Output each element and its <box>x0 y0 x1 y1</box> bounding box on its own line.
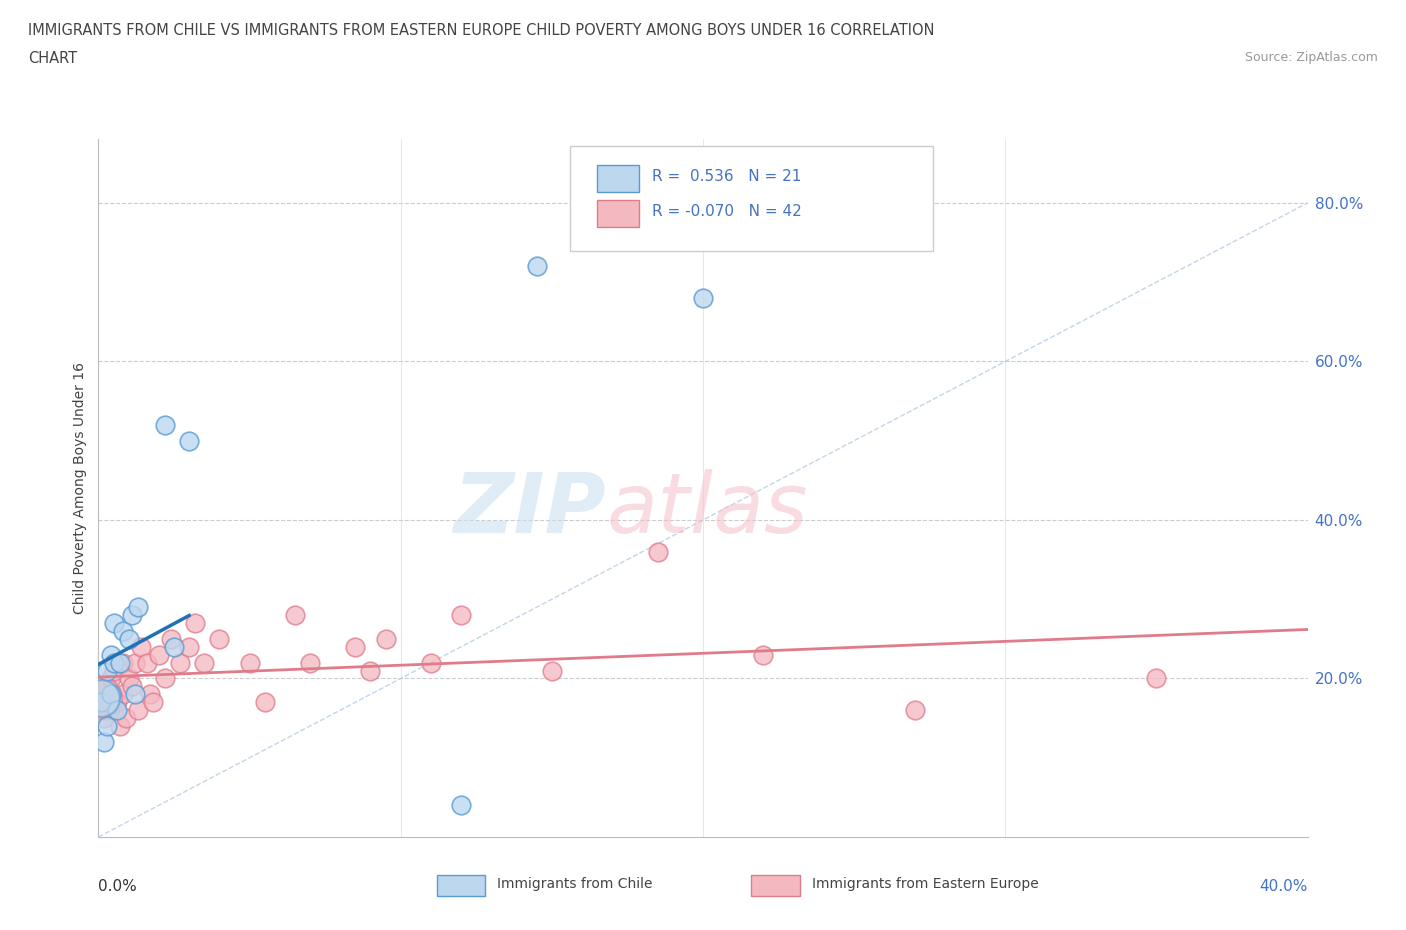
Point <box>450 607 472 622</box>
Y-axis label: Child Poverty Among Boys Under 16: Child Poverty Among Boys Under 16 <box>73 363 87 614</box>
Point <box>111 623 134 638</box>
Point <box>118 671 141 686</box>
Point <box>179 433 201 448</box>
Text: IMMIGRANTS FROM CHILE VS IMMIGRANTS FROM EASTERN EUROPE CHILD POVERTY AMONG BOYS: IMMIGRANTS FROM CHILE VS IMMIGRANTS FROM… <box>28 23 935 38</box>
Point <box>142 695 165 710</box>
Point <box>121 679 143 694</box>
Point <box>124 655 146 670</box>
Point <box>103 655 125 670</box>
Point <box>1144 671 1167 686</box>
Point <box>90 691 112 706</box>
Point <box>299 655 322 670</box>
FancyBboxPatch shape <box>596 166 638 192</box>
Point <box>160 631 183 646</box>
Text: CHART: CHART <box>28 51 77 66</box>
Point <box>139 687 162 702</box>
Point <box>108 719 131 734</box>
Point <box>103 616 125 631</box>
Text: R =  0.536   N = 21: R = 0.536 N = 21 <box>652 169 801 184</box>
Point <box>752 647 775 662</box>
Point <box>179 639 201 654</box>
Point <box>105 695 128 710</box>
Point <box>148 647 170 662</box>
Point <box>96 663 118 678</box>
Point <box>90 691 112 706</box>
Point <box>121 607 143 622</box>
Text: ZIP: ZIP <box>454 469 606 550</box>
Point <box>100 671 122 686</box>
FancyBboxPatch shape <box>437 875 485 897</box>
Point <box>239 655 262 670</box>
Point <box>114 711 136 725</box>
Point <box>96 719 118 734</box>
Text: Immigrants from Chile: Immigrants from Chile <box>498 877 652 892</box>
Point <box>360 663 382 678</box>
Point <box>904 703 927 718</box>
Point <box>184 616 207 631</box>
FancyBboxPatch shape <box>751 875 800 897</box>
FancyBboxPatch shape <box>596 200 638 227</box>
Point <box>96 703 118 718</box>
Point <box>124 687 146 702</box>
Point <box>127 600 149 615</box>
Point <box>526 259 548 273</box>
FancyBboxPatch shape <box>569 147 932 251</box>
Point <box>253 695 276 710</box>
Point <box>111 687 134 702</box>
Text: 0.0%: 0.0% <box>98 879 138 894</box>
Point <box>93 711 115 725</box>
Point <box>127 703 149 718</box>
Point <box>374 631 396 646</box>
Point <box>90 695 112 710</box>
Text: Source: ZipAtlas.com: Source: ZipAtlas.com <box>1244 51 1378 64</box>
Text: atlas: atlas <box>606 469 808 550</box>
Point <box>647 544 669 559</box>
Point <box>692 290 714 305</box>
Point <box>420 655 443 670</box>
Point <box>100 647 122 662</box>
Point <box>540 663 562 678</box>
Point <box>103 703 125 718</box>
Point <box>450 798 472 813</box>
Text: 40.0%: 40.0% <box>1260 879 1308 894</box>
Point <box>129 639 152 654</box>
Point <box>108 655 131 670</box>
Text: R = -0.070   N = 42: R = -0.070 N = 42 <box>652 204 801 219</box>
Point <box>111 655 134 670</box>
Point <box>96 679 118 694</box>
Text: Immigrants from Eastern Europe: Immigrants from Eastern Europe <box>811 877 1039 892</box>
Point <box>105 703 128 718</box>
Point <box>103 663 125 678</box>
Point <box>163 639 186 654</box>
Point <box>169 655 191 670</box>
Point <box>135 655 157 670</box>
Point <box>93 735 115 750</box>
Point <box>193 655 215 670</box>
Point <box>153 671 176 686</box>
Point <box>208 631 231 646</box>
Point <box>153 418 176 432</box>
Point <box>284 607 307 622</box>
Point <box>344 639 367 654</box>
Point <box>100 687 122 702</box>
Point <box>90 687 112 702</box>
Point <box>118 631 141 646</box>
